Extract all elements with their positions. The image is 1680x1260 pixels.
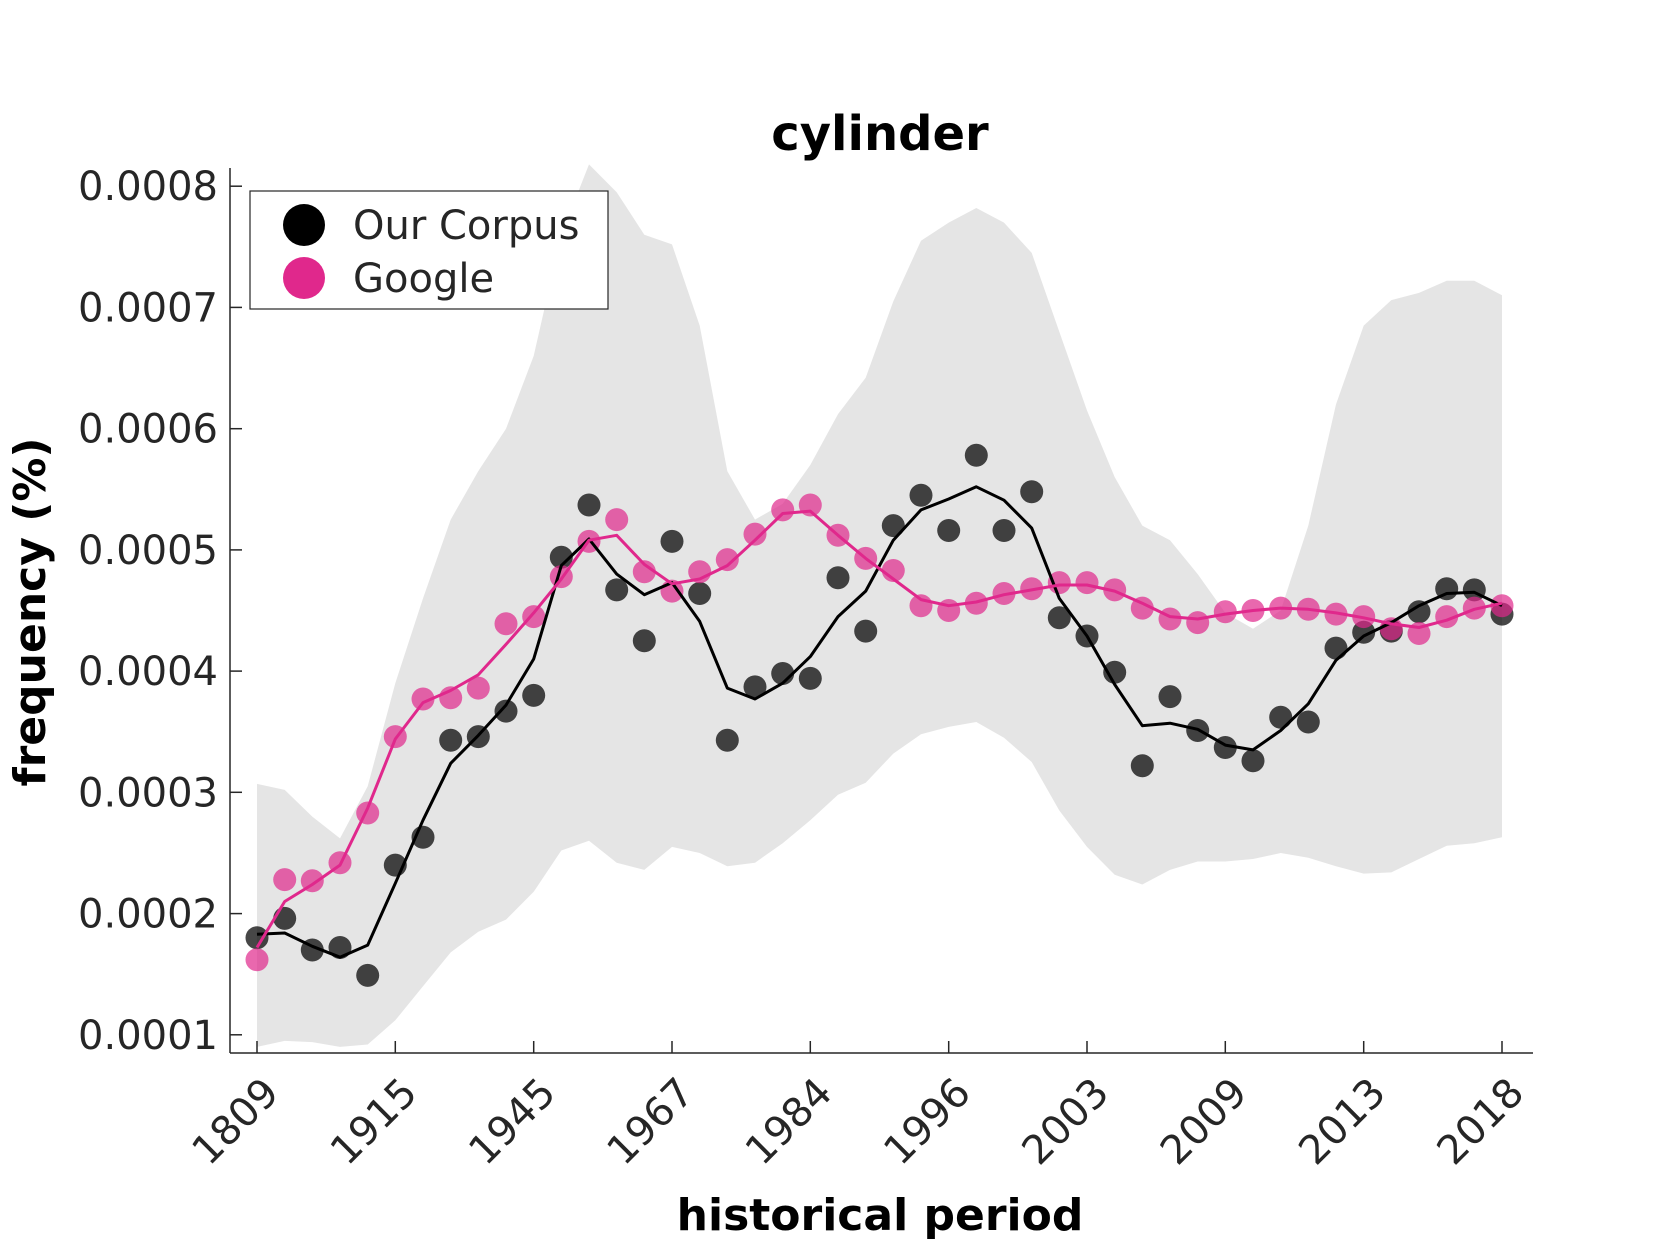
point-google [1186,611,1210,635]
point-our-corpus [798,666,822,690]
y-tick-label: 0.0004 [78,649,218,695]
x-tick-label: 1984 [737,1070,842,1175]
point-google [522,605,546,629]
x-tick-label: 1996 [875,1070,980,1175]
point-our-corpus [1324,636,1348,660]
point-our-corpus [854,619,878,643]
range-band [257,164,1502,1047]
point-our-corpus [937,519,961,542]
point-our-corpus [964,443,988,467]
point-our-corpus [549,545,573,569]
y-tick-label: 0.0003 [78,770,218,816]
point-our-corpus [660,529,684,553]
point-our-corpus [1241,749,1265,773]
x-tick-label: 2018 [1429,1070,1534,1175]
x-tick-label: 1967 [599,1070,704,1175]
point-our-corpus [688,582,712,605]
line-our-corpus [256,485,1503,959]
point-our-corpus [577,493,601,517]
point-google [715,548,739,572]
y-tick-label: 0.0007 [78,285,218,331]
line-google [255,509,1503,949]
legend-label-google: Google [353,256,494,302]
point-google [605,508,629,532]
point-google [245,948,269,972]
point-our-corpus [494,699,518,723]
point-our-corpus [1158,685,1182,709]
point-google [743,522,767,546]
point-our-corpus [522,683,546,707]
point-our-corpus [743,675,767,699]
point-google [466,676,490,700]
point-our-corpus [1407,600,1431,624]
point-our-corpus [715,728,739,752]
x-tick-label: 2009 [1152,1070,1257,1175]
point-google [1047,571,1071,595]
point-google [771,498,795,522]
legend-marker-our-corpus [283,204,325,246]
y-axis-label: frequency (%) [5,437,56,786]
chart-title: cylinder [771,106,989,162]
y-tick-label: 0.0001 [78,1013,218,1059]
point-google [909,594,933,618]
point-our-corpus [245,926,269,950]
x-tick-label: 1945 [460,1070,565,1175]
point-our-corpus [909,483,933,507]
point-our-corpus [1020,480,1044,504]
point-our-corpus [605,578,629,602]
x-axis-label: historical period [677,1190,1084,1241]
y-tick-label: 0.0008 [78,164,218,210]
x-tick-label: 2013 [1290,1070,1395,1175]
y-tick-label: 0.0005 [78,528,218,574]
x-tick-label: 1809 [184,1070,289,1175]
y-tick-label: 0.0006 [78,407,218,453]
point-google [1075,571,1099,595]
point-our-corpus [992,519,1016,542]
point-our-corpus [826,566,850,590]
point-google [1130,596,1154,620]
point-our-corpus [1130,754,1154,778]
legend: Our Corpus Google [249,190,609,310]
point-google [273,868,297,892]
x-tick-label: 2003 [1014,1070,1119,1175]
point-our-corpus [1103,660,1127,684]
point-our-corpus [1269,705,1293,729]
legend-marker-google [283,257,325,299]
point-google [1213,600,1237,624]
point-our-corpus [632,629,656,653]
point-our-corpus [439,728,463,752]
y-tick-label: 0.0002 [78,892,218,938]
legend-label-our-corpus: Our Corpus [353,203,579,249]
plot-area [245,164,1514,1047]
point-our-corpus [1296,710,1320,734]
point-our-corpus [1047,606,1071,630]
point-google [632,560,656,584]
x-tick-label: 1915 [322,1070,427,1175]
point-our-corpus [881,514,905,538]
point-google [1158,607,1182,631]
point-our-corpus [356,963,380,987]
point-our-corpus [273,906,297,930]
point-google [494,612,518,636]
point-google [411,687,435,711]
